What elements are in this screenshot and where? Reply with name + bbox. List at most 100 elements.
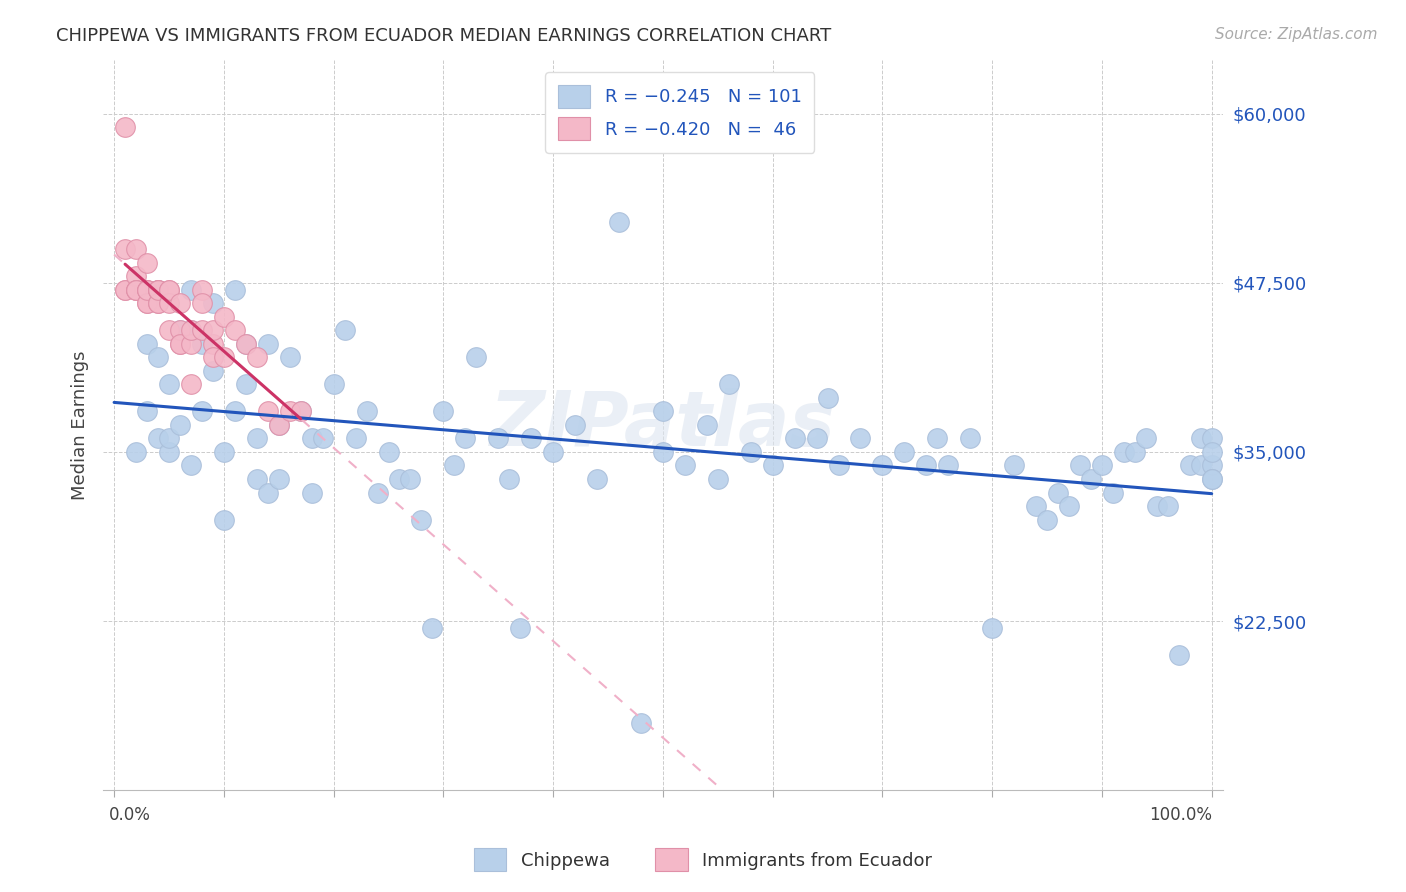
Point — [399, 472, 422, 486]
Point — [169, 323, 191, 337]
Point — [246, 432, 269, 446]
Point — [146, 283, 169, 297]
Point — [146, 432, 169, 446]
Point — [509, 621, 531, 635]
Point — [235, 377, 257, 392]
Point — [301, 432, 323, 446]
Point — [235, 336, 257, 351]
Point — [191, 404, 214, 418]
Point — [169, 417, 191, 432]
Point — [125, 283, 148, 297]
Point — [224, 283, 246, 297]
Point — [136, 296, 159, 310]
Point — [180, 377, 202, 392]
Point — [136, 255, 159, 269]
Legend: R = −0.245   N = 101, R = −0.420   N =  46: R = −0.245 N = 101, R = −0.420 N = 46 — [546, 72, 814, 153]
Point — [136, 296, 159, 310]
Point — [201, 296, 224, 310]
Point — [630, 715, 652, 730]
Legend: Chippewa, Immigrants from Ecuador: Chippewa, Immigrants from Ecuador — [467, 841, 939, 879]
Point — [817, 391, 839, 405]
Point — [201, 323, 224, 337]
Point — [169, 296, 191, 310]
Point — [278, 351, 301, 365]
Point — [146, 351, 169, 365]
Point — [136, 283, 159, 297]
Point — [432, 404, 454, 418]
Point — [465, 351, 488, 365]
Text: 0.0%: 0.0% — [108, 806, 150, 824]
Point — [235, 336, 257, 351]
Point — [267, 417, 290, 432]
Point — [201, 336, 224, 351]
Point — [1135, 432, 1157, 446]
Point — [114, 120, 136, 135]
Point — [246, 472, 269, 486]
Point — [125, 445, 148, 459]
Point — [696, 417, 718, 432]
Point — [377, 445, 399, 459]
Point — [1201, 472, 1223, 486]
Point — [136, 336, 159, 351]
Point — [1167, 648, 1189, 662]
Point — [180, 458, 202, 473]
Point — [607, 215, 630, 229]
Point — [1112, 445, 1135, 459]
Point — [1201, 472, 1223, 486]
Point — [411, 513, 433, 527]
Point — [157, 377, 180, 392]
Point — [191, 283, 214, 297]
Point — [180, 336, 202, 351]
Point — [136, 404, 159, 418]
Point — [201, 364, 224, 378]
Point — [762, 458, 785, 473]
Point — [224, 404, 246, 418]
Point — [256, 485, 278, 500]
Point — [1123, 445, 1146, 459]
Point — [806, 432, 828, 446]
Point — [893, 445, 915, 459]
Point — [541, 445, 564, 459]
Point — [136, 283, 159, 297]
Point — [959, 432, 981, 446]
Point — [1091, 458, 1114, 473]
Point — [422, 621, 444, 635]
Point — [157, 323, 180, 337]
Point — [201, 351, 224, 365]
Point — [290, 404, 312, 418]
Point — [157, 283, 180, 297]
Point — [191, 336, 214, 351]
Point — [981, 621, 1004, 635]
Point — [146, 283, 169, 297]
Point — [125, 269, 148, 284]
Point — [651, 445, 673, 459]
Point — [783, 432, 806, 446]
Point — [1201, 445, 1223, 459]
Point — [212, 445, 235, 459]
Point — [311, 432, 333, 446]
Point — [290, 404, 312, 418]
Point — [388, 472, 411, 486]
Point — [717, 377, 740, 392]
Point — [498, 472, 520, 486]
Y-axis label: Median Earnings: Median Earnings — [72, 351, 89, 500]
Point — [180, 283, 202, 297]
Point — [1146, 499, 1168, 513]
Point — [454, 432, 477, 446]
Point — [157, 432, 180, 446]
Point — [114, 283, 136, 297]
Point — [1069, 458, 1091, 473]
Point — [278, 404, 301, 418]
Point — [707, 472, 730, 486]
Text: CHIPPEWA VS IMMIGRANTS FROM ECUADOR MEDIAN EARNINGS CORRELATION CHART: CHIPPEWA VS IMMIGRANTS FROM ECUADOR MEDI… — [56, 27, 831, 45]
Point — [367, 485, 389, 500]
Point — [1080, 472, 1102, 486]
Point — [157, 283, 180, 297]
Point — [1178, 458, 1201, 473]
Point — [180, 323, 202, 337]
Text: 100.0%: 100.0% — [1149, 806, 1212, 824]
Point — [586, 472, 609, 486]
Point — [125, 242, 148, 256]
Point — [157, 296, 180, 310]
Text: Source: ZipAtlas.com: Source: ZipAtlas.com — [1215, 27, 1378, 42]
